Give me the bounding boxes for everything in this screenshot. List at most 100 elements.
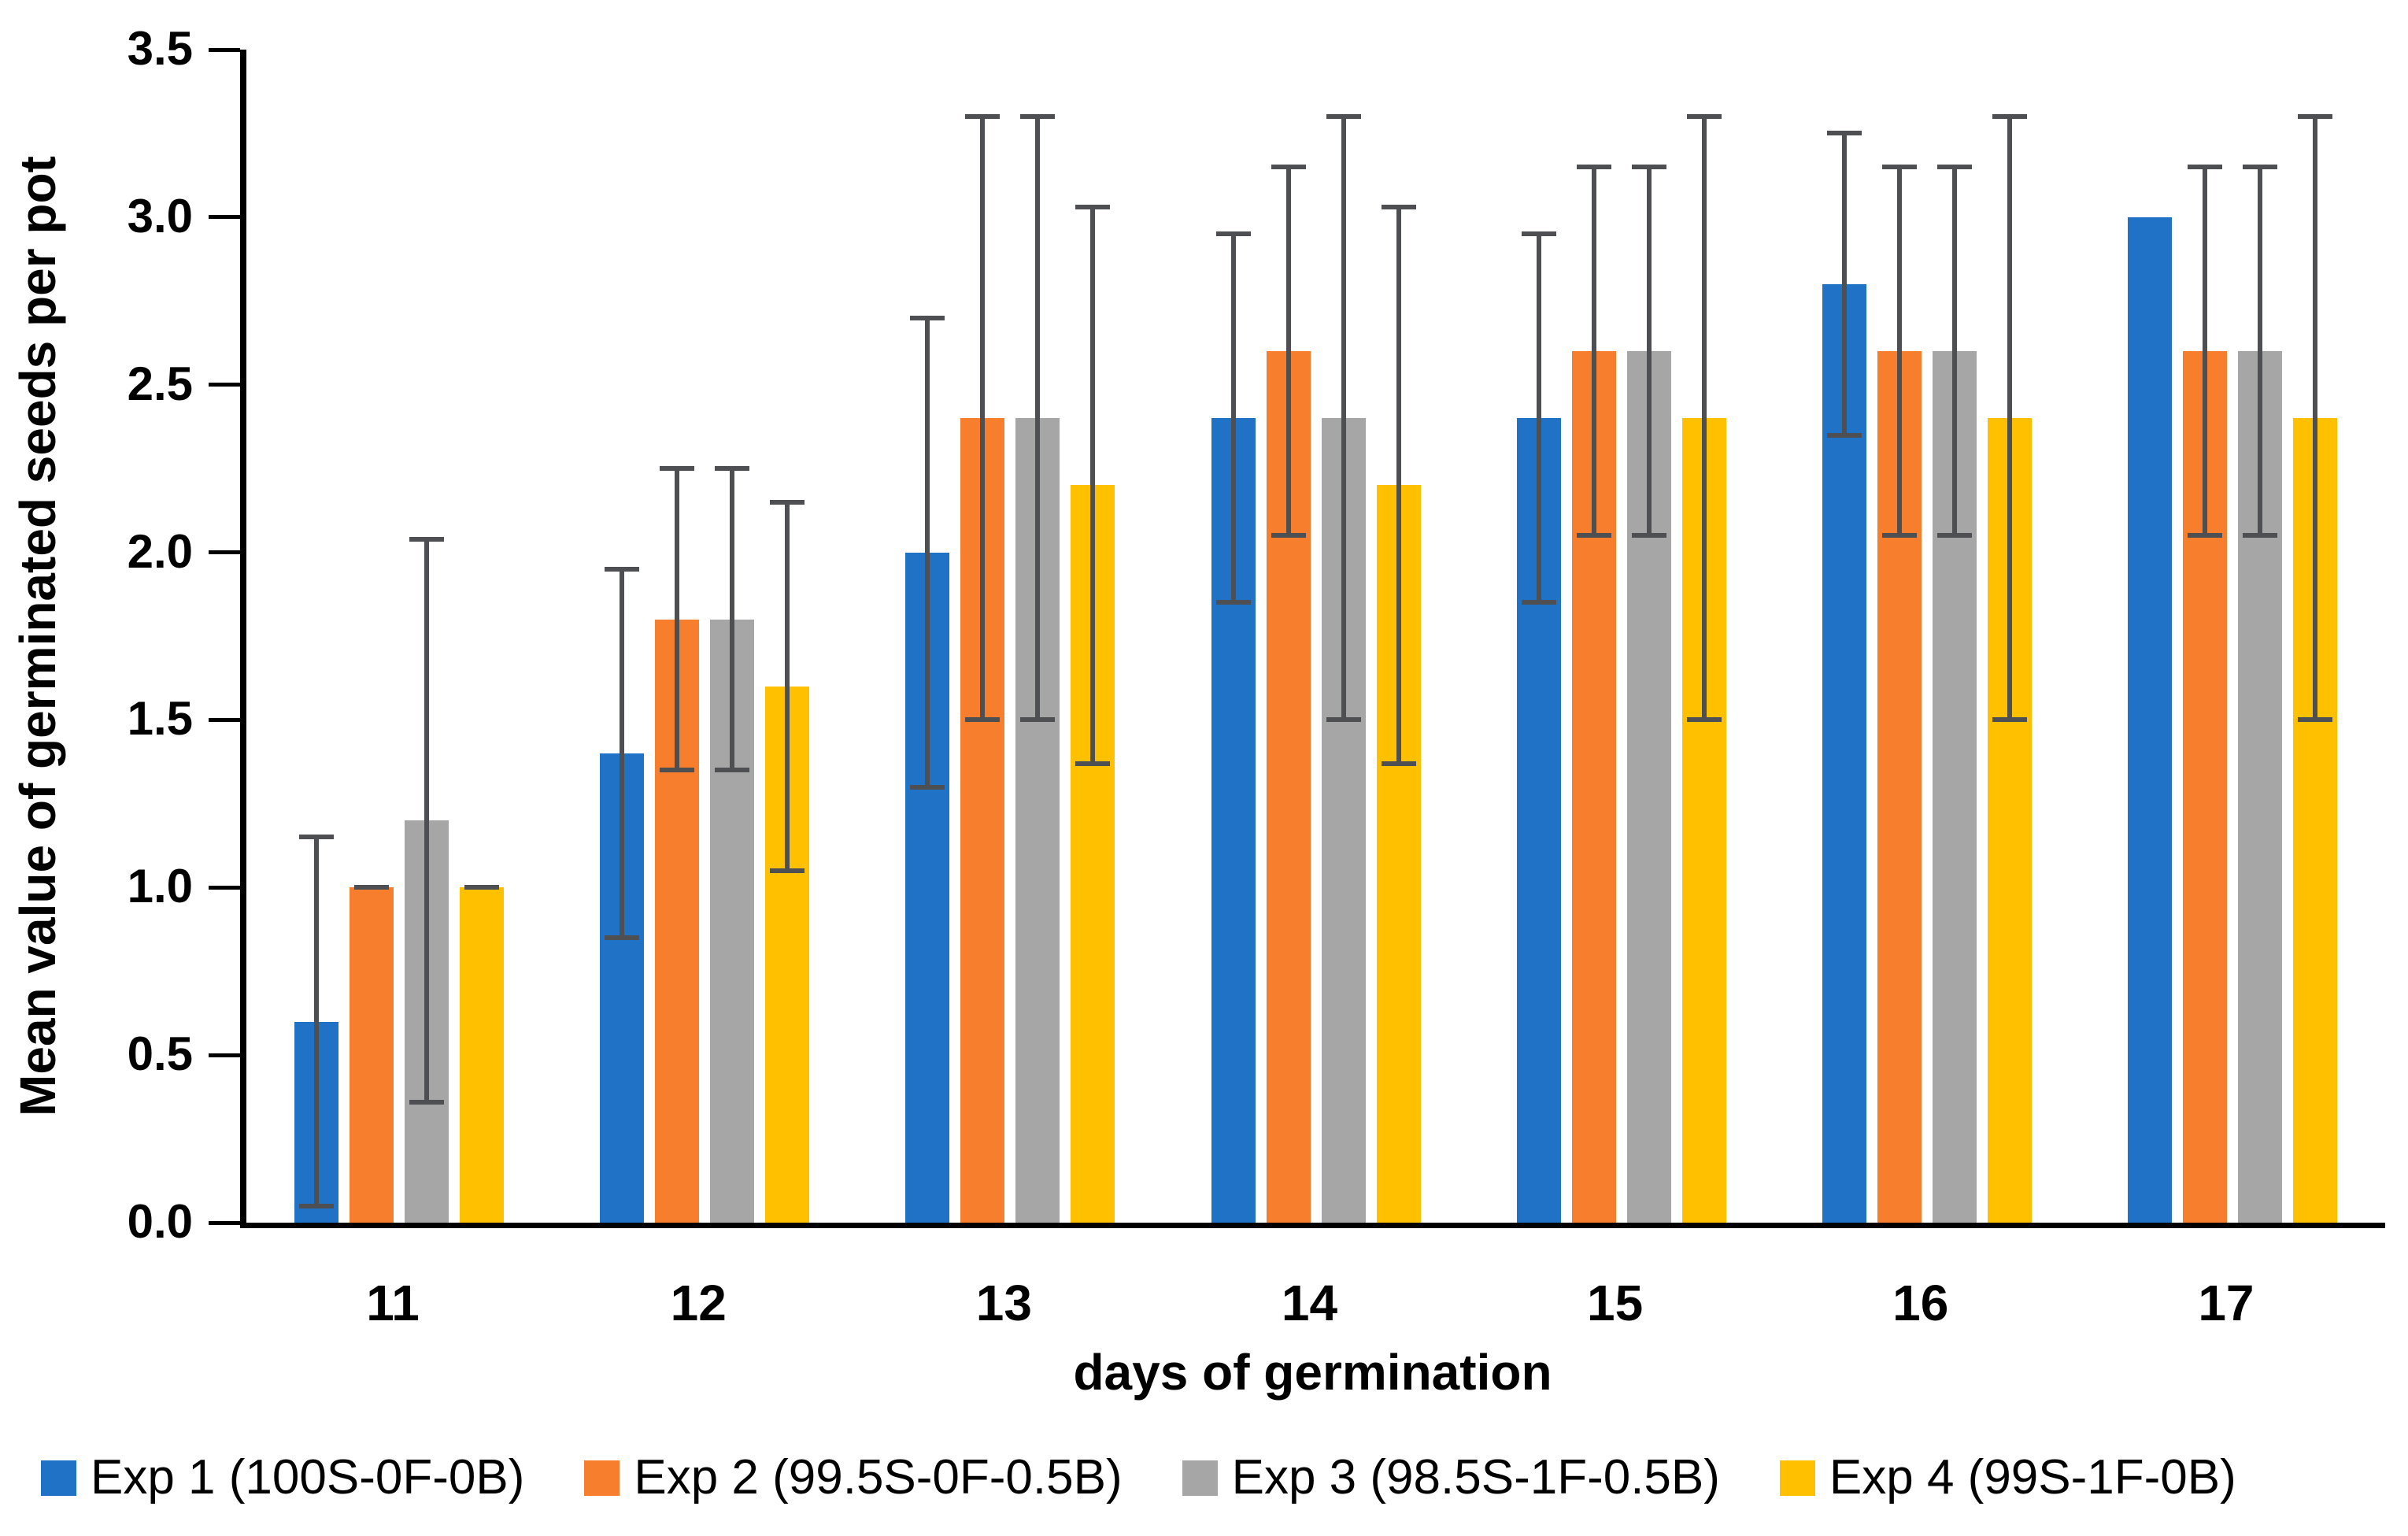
error-bar-cap-top	[965, 114, 1001, 120]
legend-label: Exp 3 (98.5S-1F-0.5B)	[1231, 1450, 1720, 1505]
error-bar-cap-top	[2297, 114, 2332, 120]
error-bar-cap-bottom	[1992, 717, 2027, 723]
error-bar-cap-top	[1686, 114, 1722, 120]
legend-swatch-icon	[584, 1460, 620, 1496]
error-bar-line	[1035, 117, 1041, 720]
error-bar-cap-top	[1020, 114, 1056, 120]
legend: Exp 1 (100S-0F-0B) Exp 2 (99.5S-0F-0.5B) E…	[41, 1450, 2371, 1505]
error-bar-cap-bottom	[715, 768, 750, 773]
error-bar-line	[2312, 117, 2317, 720]
error-bar-line	[730, 468, 735, 771]
legend-label: Exp 4 (99S-1F-0B)	[1829, 1450, 2236, 1505]
error-bar-cap-top	[1215, 231, 1251, 237]
error-bar-cap-top	[770, 499, 805, 505]
error-bar-line	[925, 317, 930, 787]
x-tick-label-day-12: 12	[670, 1275, 727, 1331]
y-axis-tick	[209, 47, 240, 52]
error-bar-cap-top	[464, 885, 500, 890]
y-tick-label: 1.5	[127, 692, 193, 746]
error-bar-line	[2257, 167, 2262, 536]
error-bar-line	[1951, 167, 1957, 536]
y-axis-tick	[209, 717, 240, 722]
error-bar-cap-top	[299, 835, 335, 840]
error-bar-cap-top	[910, 315, 945, 320]
error-bar-line	[1285, 167, 1291, 536]
error-bar-line	[1230, 234, 1236, 603]
legend-item-exp-2: Exp 2 (99.5S-0F-0.5B)	[584, 1450, 1123, 1505]
error-bar-cap-top	[715, 466, 750, 472]
bar-series-2-day-11	[350, 887, 394, 1223]
error-bar-line	[424, 539, 430, 1102]
y-tick-label: 1.0	[127, 860, 193, 913]
x-tick-label-day-14: 14	[1281, 1275, 1338, 1331]
error-bar-cap-bottom	[1326, 717, 1361, 723]
error-bar-cap-top	[1826, 131, 1862, 136]
error-bar-cap-bottom	[660, 768, 695, 773]
x-tick-label-day-13: 13	[975, 1275, 1032, 1331]
legend-item-exp-4: Exp 4 (99S-1F-0B)	[1779, 1450, 2236, 1505]
error-bar-cap-top	[1326, 114, 1361, 120]
error-bar-line	[2007, 117, 2012, 720]
y-axis-title-text: Mean value of germinated seeds per pot	[9, 156, 66, 1116]
error-bar-line	[1896, 167, 1902, 536]
error-bar-cap-top	[1521, 231, 1556, 237]
error-bar-cap-bottom	[910, 784, 945, 790]
error-bar-cap-bottom	[1686, 717, 1722, 723]
error-bar-cap-bottom	[965, 717, 1001, 723]
error-bar-line	[314, 837, 320, 1206]
y-axis-tick	[209, 1053, 240, 1057]
error-bar-cap-bottom	[1215, 600, 1251, 605]
y-tick-label: 3.5	[127, 22, 193, 75]
error-bar-cap-bottom	[2187, 533, 2222, 539]
legend-item-exp-3: Exp 3 (98.5S-1F-0.5B)	[1182, 1450, 1720, 1505]
error-bar-line	[620, 568, 625, 938]
error-bar-cap-top	[409, 536, 445, 542]
error-bar-line	[1396, 207, 1401, 764]
error-bar-cap-bottom	[1576, 533, 1611, 539]
y-tick-label: 2.0	[127, 524, 193, 578]
error-bar-cap-bottom	[1826, 432, 1862, 438]
error-bar-line	[1701, 117, 1707, 720]
error-bar-cap-bottom	[770, 868, 805, 873]
error-bar-line	[1646, 167, 1652, 536]
error-bar-line	[1536, 234, 1541, 603]
y-axis-tick	[209, 885, 240, 890]
error-bar-cap-top	[1881, 165, 1917, 169]
error-bar-cap-top	[605, 566, 640, 572]
error-bar-cap-bottom	[1631, 533, 1666, 539]
y-tick-label: 3.0	[127, 189, 193, 242]
y-axis-tick	[209, 550, 240, 555]
error-bar-cap-top	[2187, 165, 2222, 169]
legend-item-exp-1: Exp 1 (100S-0F-0B)	[41, 1450, 524, 1505]
error-bar-cap-bottom	[1075, 761, 1111, 766]
error-bar-cap-top	[1381, 205, 1416, 210]
error-bar-cap-bottom	[1271, 533, 1306, 539]
error-bar-line	[1090, 207, 1096, 764]
error-bar-cap-bottom	[605, 935, 640, 941]
legend-swatch-icon	[1182, 1460, 1218, 1496]
legend-swatch-icon	[1779, 1460, 1815, 1496]
error-bar-line	[1591, 167, 1596, 536]
error-bar-cap-bottom	[1020, 717, 1056, 723]
error-bar-cap-bottom	[1881, 533, 1917, 539]
error-bar-line	[1841, 133, 1847, 435]
x-axis-title: days of germination	[1073, 1344, 1552, 1401]
error-bar-cap-bottom	[2242, 533, 2277, 539]
error-bar-cap-top	[1936, 165, 1972, 169]
x-tick-label-day-11: 11	[366, 1275, 420, 1331]
error-bar-cap-bottom	[409, 1099, 445, 1105]
error-bar-cap-bottom	[1936, 533, 1972, 539]
error-bar-line	[980, 117, 986, 720]
x-tick-label-day-16: 16	[1892, 1275, 1949, 1331]
error-bar-cap-bottom	[1521, 600, 1556, 605]
error-bar-cap-top	[354, 885, 390, 890]
y-axis-tick	[209, 215, 240, 220]
error-bar-cap-top	[1631, 165, 1666, 169]
error-bar-cap-bottom	[299, 1203, 335, 1208]
bar-series-4-day-11	[460, 887, 505, 1223]
legend-label: Exp 1 (100S-0F-0B)	[91, 1450, 525, 1505]
error-bar-line	[675, 468, 680, 771]
error-bar-line	[1341, 117, 1346, 720]
y-tick-label: 2.5	[127, 357, 193, 410]
